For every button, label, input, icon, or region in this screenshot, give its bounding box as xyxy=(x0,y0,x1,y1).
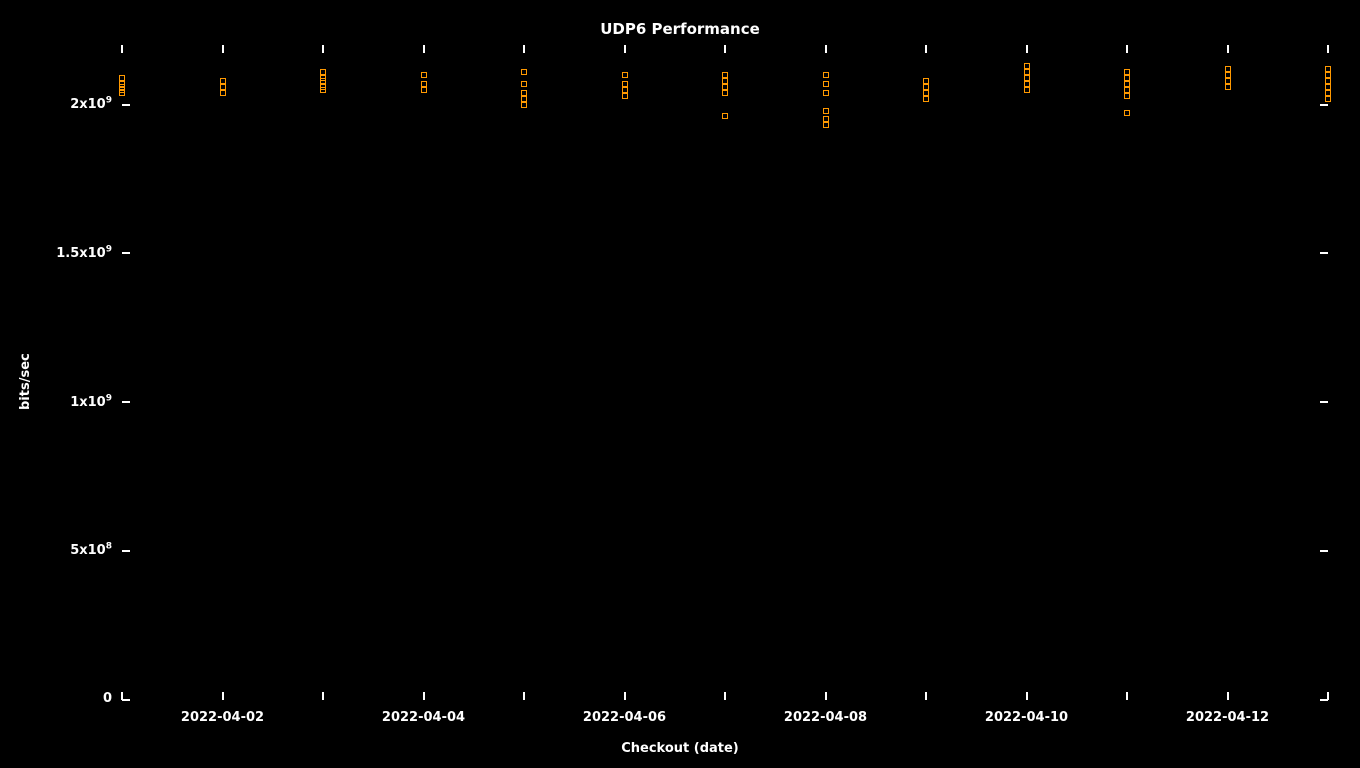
data-point xyxy=(622,72,628,78)
x-tick xyxy=(1327,692,1329,700)
x-tick-label: 2022-04-06 xyxy=(583,710,666,725)
data-point xyxy=(622,93,628,99)
data-point xyxy=(1124,110,1130,116)
x-tick xyxy=(322,692,324,700)
x-tick xyxy=(825,692,827,700)
data-point xyxy=(823,81,829,87)
x-tick xyxy=(523,45,525,53)
data-point xyxy=(722,113,728,119)
data-point xyxy=(722,90,728,96)
x-tick xyxy=(1026,45,1028,53)
data-point xyxy=(1124,93,1130,99)
x-tick-label: 2022-04-02 xyxy=(181,710,264,725)
data-point xyxy=(220,90,226,96)
x-tick xyxy=(1026,692,1028,700)
data-point xyxy=(1225,84,1231,90)
data-point xyxy=(521,81,527,87)
y-tick xyxy=(122,401,130,403)
x-tick xyxy=(423,45,425,53)
data-point xyxy=(823,108,829,114)
data-point xyxy=(421,72,427,78)
y-tick xyxy=(1320,252,1328,254)
y-tick xyxy=(122,104,130,106)
x-tick xyxy=(724,692,726,700)
y-tick xyxy=(1320,104,1328,106)
data-point xyxy=(823,90,829,96)
x-tick xyxy=(1126,692,1128,700)
x-tick-label: 2022-04-08 xyxy=(784,710,867,725)
x-tick xyxy=(121,45,123,53)
y-tick-label: 1.5x109 xyxy=(12,244,112,260)
x-tick xyxy=(925,45,927,53)
x-tick xyxy=(624,45,626,53)
y-tick-label: 5x108 xyxy=(12,542,112,558)
chart-title: UDP6 Performance xyxy=(0,20,1360,38)
data-point xyxy=(421,87,427,93)
x-tick-label: 2022-04-10 xyxy=(985,710,1068,725)
data-point xyxy=(320,87,326,93)
x-tick xyxy=(523,692,525,700)
y-tick-label: 1x109 xyxy=(12,393,112,409)
x-tick xyxy=(624,692,626,700)
data-point xyxy=(823,122,829,128)
data-point xyxy=(1024,87,1030,93)
data-point xyxy=(1325,96,1331,102)
y-tick xyxy=(122,550,130,552)
x-tick xyxy=(222,692,224,700)
x-axis-label: Checkout (date) xyxy=(0,741,1360,756)
x-tick-label: 2022-04-04 xyxy=(382,710,465,725)
y-tick xyxy=(122,699,130,701)
x-tick xyxy=(1126,45,1128,53)
y-tick-label: 2x109 xyxy=(12,96,112,112)
udp6-performance-chart: UDP6 Performance bits/sec Checkout (date… xyxy=(0,0,1360,768)
data-point xyxy=(521,102,527,108)
y-tick xyxy=(1320,401,1328,403)
x-tick xyxy=(322,45,324,53)
x-tick xyxy=(825,45,827,53)
x-tick xyxy=(222,45,224,53)
y-tick xyxy=(122,252,130,254)
x-tick xyxy=(724,45,726,53)
x-tick xyxy=(423,692,425,700)
y-tick-label: 0 xyxy=(12,691,112,706)
x-tick xyxy=(1227,692,1229,700)
x-tick xyxy=(1227,45,1229,53)
x-tick xyxy=(121,692,123,700)
x-tick xyxy=(925,692,927,700)
data-point xyxy=(923,96,929,102)
x-tick-label: 2022-04-12 xyxy=(1186,710,1269,725)
data-point xyxy=(119,90,125,96)
x-tick xyxy=(1327,45,1329,53)
data-point xyxy=(521,69,527,75)
y-tick xyxy=(1320,550,1328,552)
data-point xyxy=(823,72,829,78)
